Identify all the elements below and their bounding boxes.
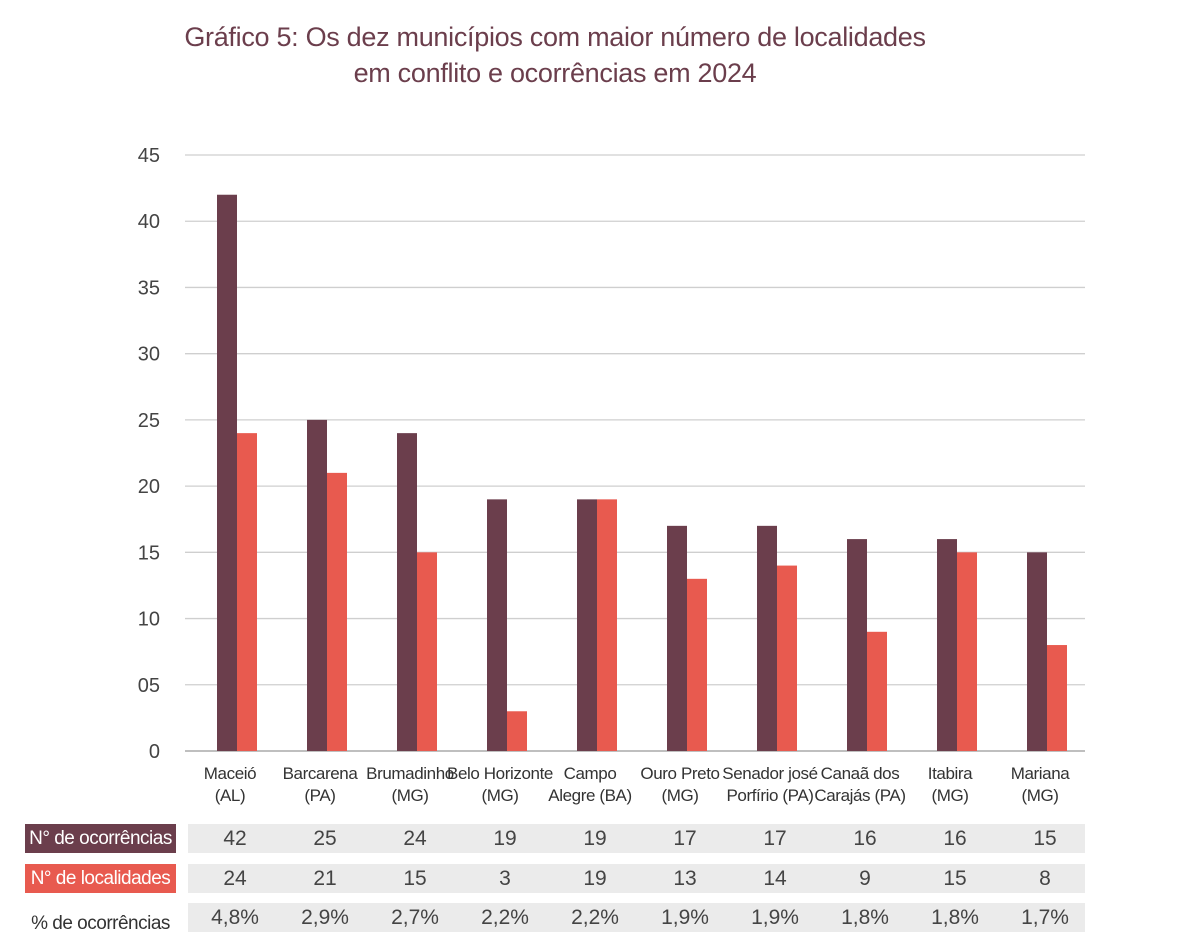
y-tick-label: 35 — [138, 277, 160, 299]
table-row — [188, 903, 1085, 932]
bar-localidades — [417, 552, 437, 751]
table-row — [188, 824, 1085, 853]
bar-ocorrencias — [397, 433, 417, 751]
table-cell: 24 — [223, 867, 247, 890]
x-tick-label: (MG) — [1021, 786, 1058, 805]
bar-ocorrencias — [1027, 552, 1047, 751]
y-tick-label: 15 — [138, 542, 160, 564]
table-cell: 17 — [673, 827, 697, 850]
x-tick-label: Porfírio (PA) — [726, 786, 813, 805]
table-cell: 19 — [583, 827, 607, 850]
bar-localidades — [957, 552, 977, 751]
bar-ocorrencias — [487, 499, 507, 751]
table-row-label: % de ocorrências — [31, 913, 170, 934]
table-cell: 1,7% — [1021, 906, 1069, 929]
x-tick-label: (MG) — [481, 786, 518, 805]
bar-localidades — [237, 433, 257, 751]
table-cell: 2,7% — [391, 906, 439, 929]
bar-localidades — [867, 631, 887, 751]
x-tick-label: Carajás (PA) — [814, 786, 905, 805]
chart-title-line2: em conflito e ocorrências em 2024 — [353, 58, 757, 88]
table-cell: 42 — [223, 827, 247, 850]
bar-localidades — [507, 711, 527, 751]
table-row — [188, 864, 1085, 893]
x-tick-label: (PA) — [304, 786, 335, 805]
table-cell: 1,9% — [751, 906, 799, 929]
bar-localidades — [687, 578, 707, 751]
bar-ocorrencias — [937, 539, 957, 751]
x-tick-label: Canaã dos — [821, 764, 900, 783]
bar-ocorrencias — [307, 419, 327, 751]
table-cell: 13 — [673, 867, 697, 890]
chart-title-line1: Gráfico 5: Os dez municípios com maior n… — [184, 22, 926, 52]
table-cell: 21 — [313, 867, 337, 890]
table-cell: 19 — [493, 827, 517, 850]
y-tick-label: 25 — [138, 410, 160, 432]
table-cell: 1,8% — [931, 906, 979, 929]
table-cell: 8 — [1039, 867, 1051, 890]
bar-ocorrencias — [847, 539, 867, 751]
y-tick-label: 0 — [149, 741, 160, 763]
x-tick-label: Belo Horizonte — [447, 764, 553, 783]
table-cell: 2,2% — [571, 906, 619, 929]
table-cell: 2,2% — [481, 906, 529, 929]
table-cell: 9 — [859, 867, 871, 890]
table-cell: 15 — [403, 867, 427, 890]
bar-ocorrencias — [577, 499, 597, 751]
table-cell: 19 — [583, 867, 607, 890]
bar-localidades — [1047, 645, 1067, 751]
x-tick-label: (MG) — [391, 786, 428, 805]
x-tick-label: Ouro Preto — [640, 764, 719, 783]
table-cell: 1,9% — [661, 906, 709, 929]
x-tick-label: (MG) — [931, 786, 968, 805]
bar-localidades — [777, 565, 797, 751]
y-tick-label: 05 — [138, 675, 160, 697]
table-cell: 15 — [1033, 827, 1057, 850]
x-tick-label: Brumadinho — [366, 764, 454, 783]
table-cell: 25 — [313, 827, 337, 850]
x-tick-label: Senador josé — [722, 764, 817, 783]
table-cell: 4,8% — [211, 906, 259, 929]
table-cell: 3 — [499, 867, 511, 890]
bar-ocorrencias — [217, 194, 237, 751]
table-cell: 2,9% — [301, 906, 349, 929]
table-cell: 17 — [763, 827, 787, 850]
x-tick-label: Barcarena — [283, 764, 359, 783]
bar-localidades — [597, 499, 617, 751]
x-tick-label: Alegre (BA) — [548, 786, 631, 805]
bar-localidades — [327, 472, 347, 751]
x-tick-label: (AL) — [215, 786, 246, 805]
table-cell: 14 — [763, 867, 787, 890]
y-tick-label: 40 — [138, 211, 160, 233]
x-tick-label: Itabira — [928, 764, 973, 783]
bar-ocorrencias — [667, 525, 687, 751]
table-row-label: N° de localidades — [25, 864, 176, 893]
x-tick-label: Campo — [564, 764, 617, 783]
y-tick-label: 45 — [138, 145, 160, 167]
table-cell: 24 — [403, 827, 427, 850]
x-tick-label: (MG) — [661, 786, 698, 805]
table-row-label: N° de ocorrências — [25, 824, 176, 853]
bar-ocorrencias — [757, 525, 777, 751]
y-tick-label: 10 — [138, 609, 160, 631]
table-cell: 1,8% — [841, 906, 889, 929]
y-tick-label: 20 — [138, 476, 160, 498]
x-tick-label: Mariana — [1011, 764, 1071, 783]
table-cell: 16 — [943, 827, 967, 850]
x-tick-label: Maceió — [204, 764, 256, 783]
table-cell: 16 — [853, 827, 877, 850]
y-tick-label: 30 — [138, 344, 160, 366]
table-cell: 15 — [943, 867, 967, 890]
